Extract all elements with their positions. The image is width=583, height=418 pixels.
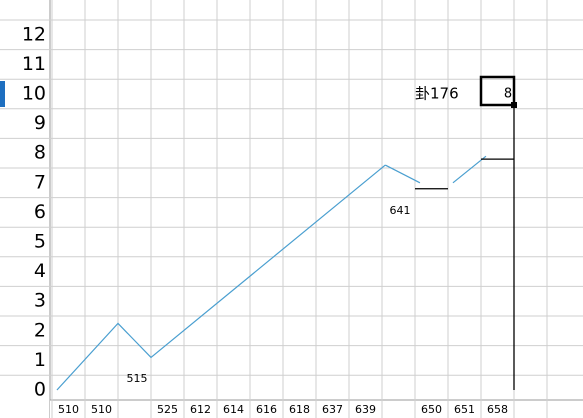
column-label: 612 — [190, 403, 211, 416]
row-label: 4 — [34, 260, 46, 282]
column-label: 639 — [355, 403, 376, 416]
row-header — [0, 0, 50, 418]
column-label: 618 — [289, 403, 310, 416]
row-label: 12 — [22, 23, 46, 45]
fill-handle — [511, 102, 517, 108]
row-label: 0 — [34, 379, 46, 401]
cell-text: 641 — [390, 204, 411, 217]
selected-cell — [479, 75, 516, 107]
cell-text: 卦176 — [415, 85, 459, 103]
row-label: 11 — [22, 53, 46, 75]
row-label: 6 — [34, 201, 46, 223]
column-label: 510 — [91, 403, 112, 416]
column-label: 525 — [157, 403, 178, 416]
column-label: 658 — [487, 403, 508, 416]
line-segment — [385, 164, 421, 184]
column-label: 637 — [322, 403, 343, 416]
cell-text: 8 — [504, 87, 512, 102]
line-segment — [452, 155, 487, 184]
column-label: 510 — [58, 403, 79, 416]
row-label: 7 — [34, 171, 46, 193]
row-label: 5 — [34, 231, 46, 253]
selected-row-marker — [0, 81, 5, 107]
column-label: 651 — [454, 403, 475, 416]
column-label: 614 — [223, 403, 244, 416]
row-label: 2 — [34, 319, 46, 341]
row-label: 10 — [22, 83, 46, 105]
column-label: 616 — [256, 403, 277, 416]
line-segment — [56, 164, 386, 391]
cell-text: 515 — [127, 372, 148, 385]
row-label: 8 — [34, 142, 46, 164]
column-label: 650 — [421, 403, 442, 416]
row-label: 9 — [34, 112, 46, 134]
row-label: 1 — [34, 349, 46, 371]
row-label: 3 — [34, 290, 46, 312]
